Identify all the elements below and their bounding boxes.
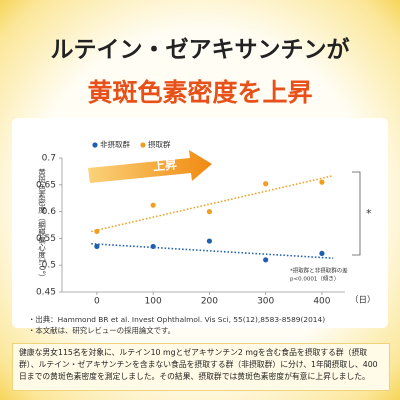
summary: 健康な男女115名を対象に、ルテイン10 mgとゼアキサンチン2 mgを含む食品… [12,343,390,391]
y-tick-label: 0.65 [36,180,56,190]
y-tick-label: 0.5 [42,261,56,271]
y-tick-label: 0.7 [42,154,56,164]
point [150,202,156,208]
point [94,243,100,250]
footnote: ・出典：Hammond BR et al. Invest Ophthalmol.… [28,315,326,324]
x-tick-label: 300 [257,297,274,307]
arrow-label: 上昇 [152,156,177,173]
arrow [88,150,212,183]
legend-marker [92,142,98,148]
point [319,179,325,185]
footnote: ・本文献は、研究レビューの採用論文です。 [28,326,176,335]
bracket [352,171,361,256]
significance-mark: * [366,207,372,220]
title-line1: ルテイン・ゼアキサンチンが [50,37,350,63]
point [150,243,156,250]
chart-panel [12,118,388,328]
trend-line [91,242,334,260]
title-line2: 黄斑色素密度を上昇 [87,78,313,107]
point [206,238,213,244]
point [263,181,269,187]
x-tick-label: 400 [313,297,330,307]
legend-label: 非摂取群 [100,139,130,149]
x-tick-label: 0 [94,297,100,307]
x-tick-label: 200 [201,297,218,307]
legend-label: 摂取群 [148,139,171,149]
trend-line [91,174,334,233]
y-tick-label: 0.45 [36,288,56,298]
y-tick-label: 0.6 [42,207,57,217]
y-axis-label: 黄斑色素密度（網膜偏心度1.0°） [37,167,46,282]
point [94,228,100,235]
y-tick-label: 0.55 [36,234,56,244]
legend-marker [140,142,146,148]
point [206,209,213,215]
significance-note: *摂取群と非摂取群の差 [290,267,348,275]
x-tick-label: 100 [145,297,162,307]
significance-note: p<0.0001（傾き） [290,275,339,283]
point [263,257,269,263]
x-unit: （日） [350,295,376,306]
point [319,250,325,257]
